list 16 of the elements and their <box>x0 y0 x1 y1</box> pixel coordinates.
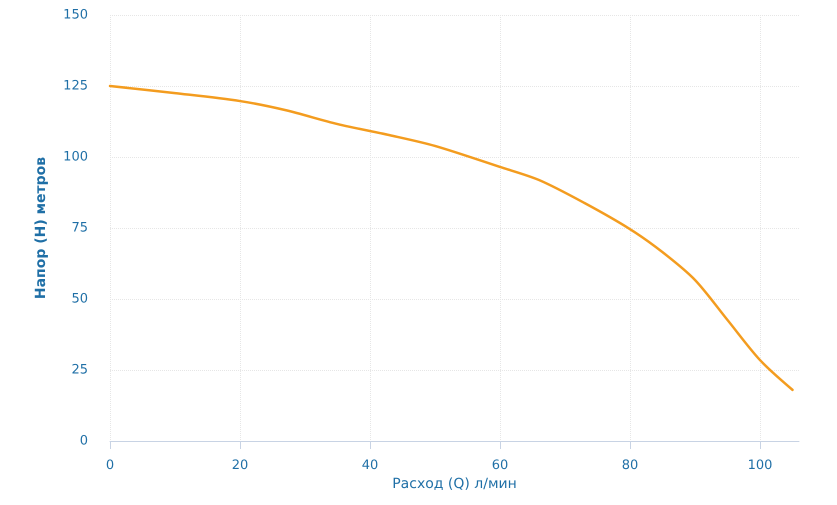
x-tick-label: 40 <box>362 458 378 473</box>
y-tick-label: 150 <box>63 8 88 22</box>
x-tick-label: 0 <box>106 458 114 473</box>
x-tick-label: 100 <box>748 458 772 473</box>
y-tick-label: 0 <box>80 434 88 448</box>
x-tick-label: 60 <box>492 458 508 473</box>
y-tick-label: 25 <box>71 362 88 378</box>
x-tick-label: 80 <box>622 458 638 473</box>
x-tick-label: 20 <box>232 458 248 473</box>
y-tick-label: 50 <box>71 292 88 306</box>
y-tick-label: 100 <box>63 150 88 164</box>
y-tick-label: 75 <box>71 220 88 236</box>
y-tick-label: 125 <box>63 78 88 94</box>
y-axis-title: Напор (H) метров <box>33 156 49 300</box>
x-axis-title: Расход (Q) л/мин <box>392 476 517 492</box>
line-series <box>108 84 794 392</box>
